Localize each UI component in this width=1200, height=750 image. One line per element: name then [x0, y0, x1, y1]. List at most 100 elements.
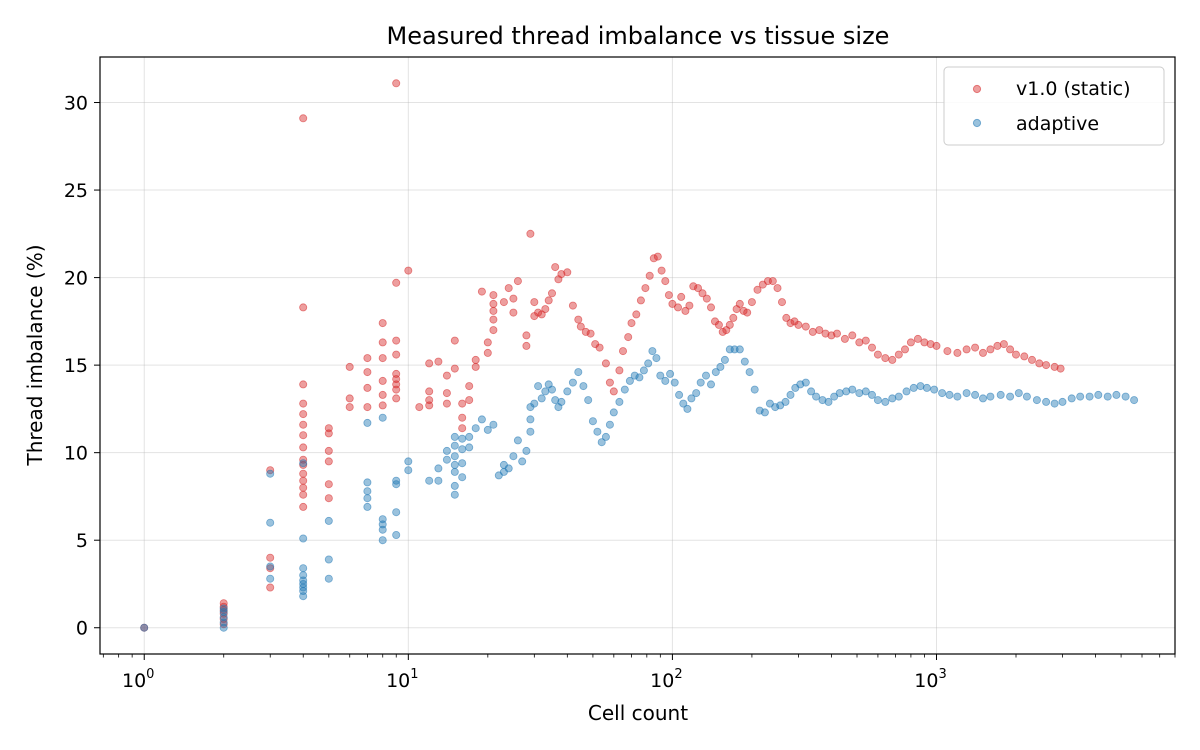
- y-tick-label: 20: [64, 268, 88, 290]
- point-adaptive: [902, 387, 911, 396]
- x-tick-label: 101: [386, 667, 418, 692]
- point-adaptive: [842, 387, 851, 396]
- point-adaptive: [625, 376, 634, 385]
- point-static: [499, 298, 508, 307]
- point-adaptive: [509, 452, 518, 461]
- point-adaptive: [740, 357, 749, 366]
- point-adaptive: [938, 389, 947, 398]
- point-adaptive: [378, 536, 387, 545]
- point-static: [534, 308, 543, 317]
- legend-box: [943, 66, 1165, 146]
- point-adaptive: [781, 397, 790, 406]
- point-adaptive: [392, 476, 401, 485]
- point-adaptive: [615, 397, 624, 406]
- point-adaptive: [513, 436, 522, 445]
- point-static: [458, 424, 467, 433]
- point-adaptive: [692, 389, 701, 398]
- legend-label-static: v1.0 (static): [1016, 78, 1131, 100]
- point-static: [345, 403, 354, 412]
- point-adaptive: [450, 460, 459, 469]
- point-adaptive: [824, 397, 833, 406]
- point-static: [794, 320, 803, 329]
- point-adaptive: [1050, 399, 1059, 408]
- point-static: [1006, 345, 1015, 354]
- point-static: [855, 338, 864, 347]
- point-static: [450, 336, 459, 345]
- y-tick-label: 25: [64, 180, 88, 202]
- point-static: [324, 446, 333, 455]
- legend-marker-static: [972, 84, 982, 94]
- point-static: [425, 359, 434, 368]
- point-static: [674, 303, 683, 312]
- point-static: [645, 271, 654, 280]
- point-adaptive: [557, 397, 566, 406]
- point-static: [685, 301, 694, 310]
- point-adaptive: [324, 516, 333, 525]
- point-static: [840, 334, 849, 343]
- point-static: [392, 278, 401, 287]
- point-static: [378, 390, 387, 399]
- point-static: [926, 340, 935, 349]
- point-adaptive: [593, 427, 602, 436]
- point-static: [601, 359, 610, 368]
- point-static: [363, 368, 372, 377]
- point-adaptive: [526, 415, 535, 424]
- point-adaptive: [450, 441, 459, 450]
- point-static: [489, 291, 498, 300]
- point-adaptive: [404, 457, 413, 466]
- point-adaptive: [644, 359, 653, 368]
- point-adaptive: [442, 455, 451, 464]
- point-static: [266, 553, 275, 562]
- point-static: [378, 354, 387, 363]
- y-tick-label: 5: [76, 530, 88, 552]
- y-axis-label: Thread imbalance (%): [23, 244, 47, 466]
- point-static: [465, 396, 474, 405]
- point-static: [434, 357, 443, 366]
- point-static: [743, 308, 752, 317]
- point-static: [563, 268, 572, 277]
- point-adaptive: [537, 394, 546, 403]
- point-adaptive: [1067, 394, 1076, 403]
- point-adaptive: [266, 518, 275, 527]
- point-adaptive: [450, 490, 459, 499]
- point-static: [636, 296, 645, 305]
- point-static: [442, 399, 451, 408]
- point-static: [1020, 352, 1029, 361]
- point-adaptive: [848, 385, 857, 394]
- point-adaptive: [489, 420, 498, 429]
- point-static: [530, 298, 539, 307]
- point-adaptive: [605, 420, 614, 429]
- point-static: [266, 583, 275, 592]
- point-static: [526, 229, 535, 238]
- point-static: [522, 331, 531, 340]
- point-adaptive: [363, 494, 372, 503]
- point-adaptive: [916, 382, 925, 391]
- point-adaptive: [868, 390, 877, 399]
- point-static: [504, 284, 513, 293]
- point-adaptive: [639, 366, 648, 375]
- point-adaptive: [675, 390, 684, 399]
- point-static: [668, 299, 677, 308]
- point-adaptive: [504, 464, 513, 473]
- point-static: [483, 348, 492, 357]
- point-static: [299, 303, 308, 312]
- point-adaptive: [979, 394, 988, 403]
- point-static: [392, 369, 401, 378]
- point-static: [698, 289, 707, 298]
- point-adaptive: [630, 371, 639, 380]
- point-adaptive: [835, 389, 844, 398]
- point-adaptive: [530, 399, 539, 408]
- point-static: [868, 343, 877, 352]
- point-adaptive: [458, 473, 467, 482]
- plot-points: [140, 79, 1139, 632]
- point-adaptive: [1130, 396, 1139, 405]
- point-static: [299, 410, 308, 419]
- point-adaptive: [881, 397, 890, 406]
- point-static: [786, 319, 795, 328]
- point-adaptive: [801, 378, 810, 387]
- point-static: [768, 277, 777, 286]
- x-tick-label: 102: [650, 667, 682, 692]
- point-static: [615, 366, 624, 375]
- point-adaptive: [526, 427, 535, 436]
